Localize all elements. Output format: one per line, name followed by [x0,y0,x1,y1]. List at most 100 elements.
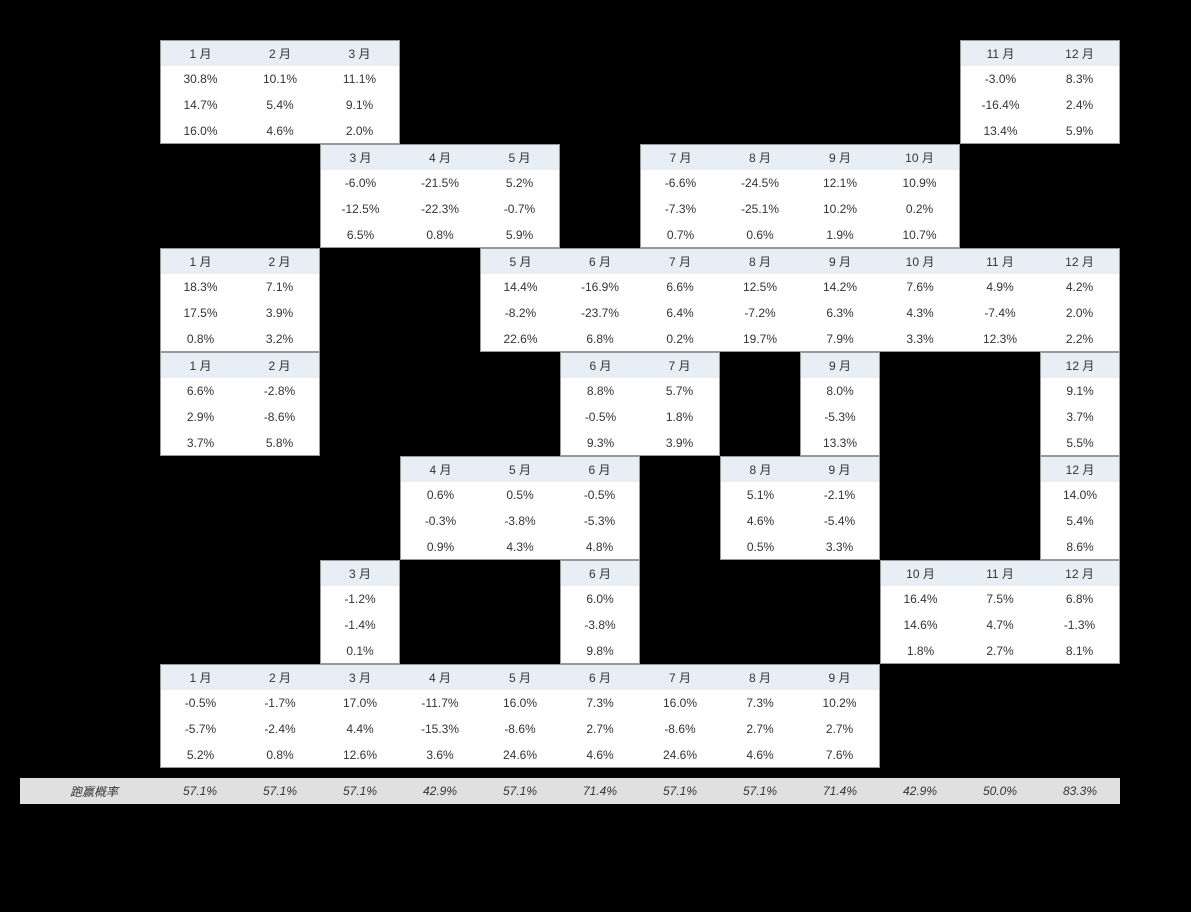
data-cell: -2.8% [240,378,320,404]
data-cell: 0.9% [400,534,480,560]
data-cell: 4.9% [960,274,1040,300]
data-cell: 8.6% [1040,534,1120,560]
empty-cell [880,118,960,144]
empty-cell [640,40,720,66]
data-cell: 4.6% [720,508,800,534]
empty-cell [160,222,240,248]
row-label [20,482,160,508]
month-header: 2 月 [240,664,320,690]
data-cell: 7.3% [560,690,640,716]
month-header: 6 月 [560,560,640,586]
empty-cell [480,66,560,92]
data-cell: -1.3% [1040,612,1120,638]
empty-cell [640,118,720,144]
empty-cell [960,378,1040,404]
empty-cell [640,534,720,560]
month-header: 3 月 [320,664,400,690]
empty-cell [160,144,240,170]
month-header: 8 月 [720,144,800,170]
data-cell: 0.5% [720,534,800,560]
row-label [20,742,160,768]
empty-cell [960,664,1040,690]
data-cell: 8.3% [1040,66,1120,92]
empty-cell [480,612,560,638]
data-cell: -3.8% [480,508,560,534]
data-cell: -7.3% [640,196,720,222]
month-header: 6 月 [560,664,640,690]
row-label [20,560,160,586]
empty-cell [400,92,480,118]
empty-cell [400,66,480,92]
data-cell: 9.3% [560,430,640,456]
data-cell: 3.2% [240,326,320,352]
data-cell: 4.4% [320,716,400,742]
empty-cell [400,378,480,404]
empty-cell [400,40,480,66]
empty-cell [240,222,320,248]
empty-cell [480,586,560,612]
summary-cell: 57.1% [720,778,800,804]
empty-cell [400,326,480,352]
empty-cell [1040,664,1120,690]
empty-cell [480,92,560,118]
empty-cell [560,222,640,248]
empty-cell [800,560,880,586]
data-cell: 0.2% [880,196,960,222]
empty-cell [960,534,1040,560]
row-label [20,716,160,742]
summary-cell: 57.1% [160,778,240,804]
empty-cell [320,326,400,352]
empty-cell [560,92,640,118]
month-header: 7 月 [640,664,720,690]
empty-cell [640,560,720,586]
row-label [20,144,160,170]
empty-cell [560,40,640,66]
summary-cell: 57.1% [480,778,560,804]
empty-cell [640,612,720,638]
empty-cell [880,40,960,66]
month-header: 2 月 [240,352,320,378]
empty-cell [240,612,320,638]
empty-cell [240,482,320,508]
summary-cell: 42.9% [400,778,480,804]
empty-cell [160,612,240,638]
row-label [20,612,160,638]
empty-cell [160,560,240,586]
empty-cell [800,118,880,144]
empty-cell [1040,170,1120,196]
row-label [20,66,160,92]
data-cell: 2.2% [1040,326,1120,352]
empty-cell [480,40,560,66]
empty-cell [880,690,960,716]
empty-cell [960,716,1040,742]
empty-cell [720,92,800,118]
empty-cell [960,222,1040,248]
empty-cell [1040,742,1120,768]
row-label [20,638,160,664]
data-cell: 19.7% [720,326,800,352]
data-cell: 14.7% [160,92,240,118]
empty-cell [800,92,880,118]
empty-cell [720,638,800,664]
data-cell: 3.6% [400,742,480,768]
empty-cell [160,170,240,196]
data-cell: 8.8% [560,378,640,404]
data-cell: 24.6% [640,742,720,768]
month-header: 4 月 [400,144,480,170]
data-cell: 2.7% [800,716,880,742]
data-cell: 0.8% [240,742,320,768]
data-cell: 14.0% [1040,482,1120,508]
data-cell: -5.7% [160,716,240,742]
data-cell: 5.2% [480,170,560,196]
empty-cell [800,638,880,664]
data-cell: 13.3% [800,430,880,456]
empty-cell [640,638,720,664]
month-header: 9 月 [800,352,880,378]
data-cell: 2.0% [1040,300,1120,326]
empty-cell [560,170,640,196]
month-header: 9 月 [800,664,880,690]
row-label [20,40,160,66]
empty-cell [640,92,720,118]
data-cell: 2.7% [560,716,640,742]
empty-cell [880,456,960,482]
